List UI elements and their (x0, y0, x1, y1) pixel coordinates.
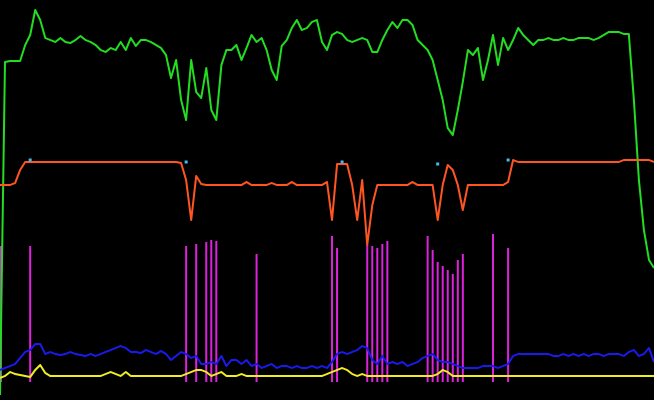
series-layer (0, 9, 654, 396)
marker-layer (28, 158, 510, 166)
series-line-2 (0, 159, 654, 246)
series-line-3 (0, 343, 654, 371)
series-line-4 (0, 364, 654, 379)
marker-point (184, 160, 188, 164)
marker-point (506, 158, 510, 162)
marker-point (340, 160, 344, 164)
series-line-1 (0, 9, 654, 396)
marker-point (436, 162, 440, 166)
marker-point (28, 158, 32, 162)
